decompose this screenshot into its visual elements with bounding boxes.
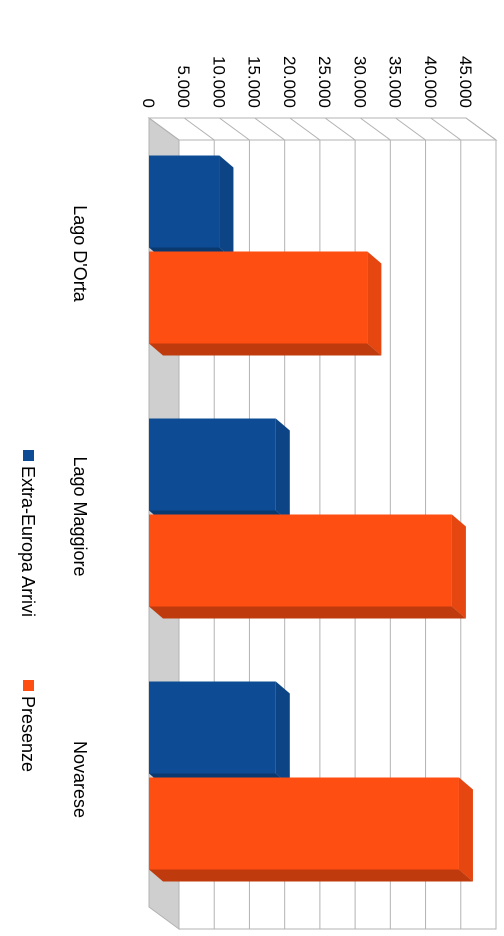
bar-side <box>149 606 466 619</box>
y-tick-label: 25.000 <box>315 56 334 108</box>
gridline <box>465 117 497 929</box>
bar-front <box>149 681 276 774</box>
gridline <box>183 117 215 929</box>
bar <box>149 418 290 523</box>
y-tick-label: 40.000 <box>421 56 440 108</box>
category-label: Novarese <box>70 741 90 818</box>
chart-plot: 0 5.000 10.000 15.000 20.000 25.000 30.000 35.0… <box>18 56 498 930</box>
bar <box>149 155 234 260</box>
legend-label: Presenze <box>18 696 38 772</box>
bar-front <box>148 777 459 870</box>
bar <box>148 777 473 882</box>
bar-top <box>367 251 382 356</box>
y-tick-label: 5.000 <box>174 65 193 108</box>
gridline <box>148 117 180 929</box>
bar-front <box>149 514 452 607</box>
bar-top <box>275 418 290 523</box>
bar-front <box>149 155 220 248</box>
bar-top <box>458 777 473 882</box>
bar-front <box>149 418 276 511</box>
category-label: Lago Maggiore <box>70 456 90 576</box>
bar-side <box>149 869 473 882</box>
category-label: Lago D'Orta <box>70 205 90 302</box>
gridline <box>254 117 286 929</box>
y-tick-label: 45.000 <box>456 56 475 108</box>
y-tick-label: 0 <box>139 99 158 108</box>
gridline <box>395 117 427 929</box>
y-tick-label: 15.000 <box>245 56 264 108</box>
gridline <box>324 117 356 929</box>
side-wall <box>147 117 498 141</box>
y-tick-label: 30.000 <box>350 56 369 108</box>
legend-swatch <box>23 450 34 461</box>
y-tick-label: 35.000 <box>386 56 405 108</box>
bar-top <box>275 681 290 786</box>
bar-top <box>451 514 466 619</box>
y-tick-label: 10.000 <box>209 56 228 108</box>
gridline <box>430 117 462 929</box>
gridline <box>219 117 250 929</box>
bar <box>149 514 466 619</box>
gridline <box>289 117 321 929</box>
bar-front <box>149 251 368 344</box>
bar-top <box>219 155 234 260</box>
y-tick-label: 20.000 <box>280 56 299 108</box>
bar <box>149 251 382 356</box>
bar <box>149 681 290 786</box>
gridline <box>360 117 391 929</box>
bar-side <box>149 343 382 356</box>
legend-label: Extra-Europa Arrivi <box>18 466 38 617</box>
legend-swatch <box>23 680 34 691</box>
